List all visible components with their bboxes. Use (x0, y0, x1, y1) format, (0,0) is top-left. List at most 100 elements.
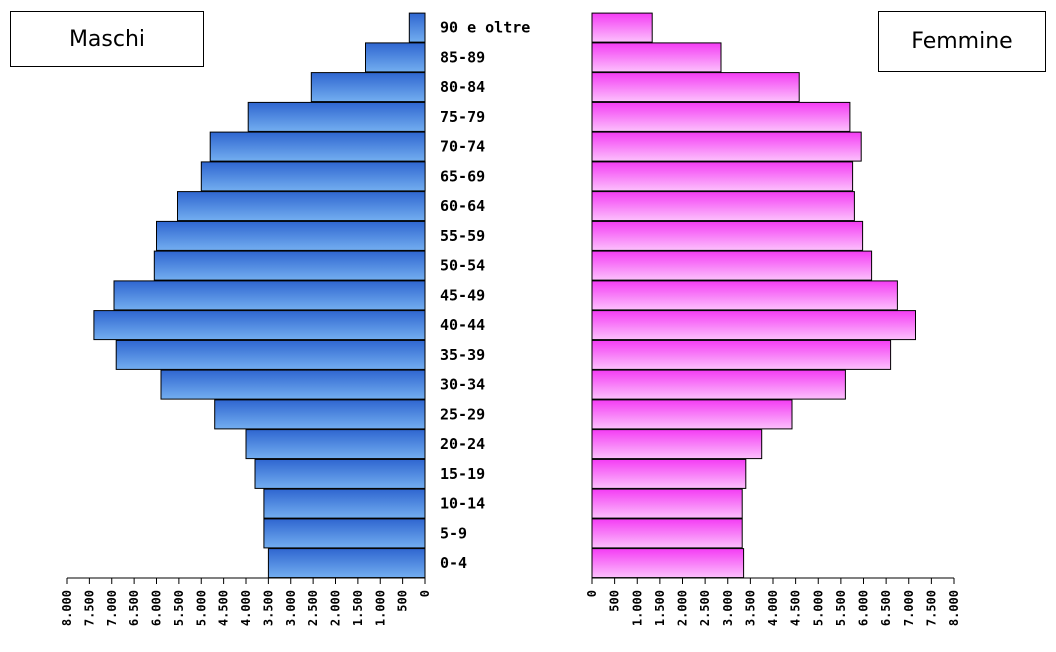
age-label-75-79: 75-79 (440, 108, 485, 126)
bar-females-75-79 (591, 101, 851, 132)
bar-females-65-69 (591, 161, 854, 192)
bar-males-60-64 (177, 191, 426, 222)
females-tick-label: 2.500 (698, 590, 712, 626)
bar-males-0-4 (267, 548, 426, 579)
age-label-65-69: 65-69 (440, 167, 485, 185)
bar-females-45-49 (591, 280, 898, 311)
legend-females-label: Femmine (911, 29, 1013, 54)
males-tick-label: 4.500 (217, 590, 231, 626)
females-bars (591, 12, 916, 579)
age-label-85-89: 85-89 (440, 48, 485, 66)
bar-females-40-44 (591, 310, 916, 341)
age-label-5-9: 5-9 (440, 524, 467, 542)
age-label-70-74: 70-74 (440, 138, 485, 156)
bar-females-70-74 (591, 131, 862, 162)
age-label-0-4: 0-4 (440, 554, 467, 572)
bar-females-90-e-oltre (591, 12, 653, 43)
bar-males-90-e-oltre (408, 12, 426, 43)
bar-females-15-19 (591, 458, 747, 489)
bar-females-80-84 (591, 72, 800, 103)
bar-females-60-64 (591, 191, 855, 222)
males-tick-label: 3.500 (261, 590, 275, 626)
males-tick-label: 1.500 (351, 590, 365, 626)
legend-males-label: Maschi (68, 26, 146, 52)
males-tick-label: 6.500 (127, 590, 141, 626)
males-tick-label: 3.000 (284, 590, 298, 626)
bar-females-35-39 (591, 339, 892, 370)
age-label-40-44: 40-44 (440, 316, 485, 334)
females-tick-label: 6.000 (857, 590, 871, 626)
legend-females: Femmine (878, 11, 1046, 72)
bar-males-80-84 (310, 72, 426, 103)
bar-males-25-29 (214, 399, 426, 430)
females-tick-label: 6.500 (879, 590, 893, 626)
males-tick-label: 5.000 (194, 590, 208, 626)
females-tick-label: 7.500 (924, 590, 938, 626)
bar-males-20-24 (245, 429, 426, 460)
females-axis: 0 500 1.000 1.500 2.000 2.500 3.000 3.500 4.000 4… (585, 577, 961, 626)
males-tick-label: 7.000 (105, 590, 119, 626)
age-label-55-59: 55-59 (440, 227, 485, 245)
males-tick-label: 6.000 (150, 590, 164, 626)
males-tick-label: 0 (418, 590, 432, 597)
females-tick-label: 1.500 (653, 590, 667, 626)
bar-females-0-4 (591, 548, 745, 579)
males-tick-label: 1.000 (373, 590, 387, 626)
females-tick-label: 7.000 (902, 590, 916, 626)
bar-males-40-44 (93, 310, 426, 341)
bar-females-25-29 (591, 399, 793, 430)
bar-males-35-39 (115, 339, 426, 370)
females-tick-label: 5.500 (834, 590, 848, 626)
males-tick-label: 500 (396, 590, 410, 612)
females-tick-label: 5.000 (811, 590, 825, 626)
bar-females-20-24 (591, 429, 763, 460)
age-label-20-24: 20-24 (440, 435, 485, 453)
males-bars (93, 12, 426, 579)
bar-males-30-34 (160, 369, 426, 400)
males-tick-label: 8.000 (60, 590, 74, 626)
bar-females-30-34 (591, 369, 846, 400)
males-tick-label: 4.000 (239, 590, 253, 626)
age-label-10-14: 10-14 (440, 495, 485, 513)
bar-males-15-19 (254, 458, 426, 489)
bar-males-45-49 (113, 280, 426, 311)
females-tick-label: 0 (585, 590, 599, 597)
age-label-35-39: 35-39 (440, 346, 485, 364)
females-tick-label: 4.000 (766, 590, 780, 626)
females-tick-label: 2.000 (676, 590, 690, 626)
males-tick-label: 5.500 (172, 590, 186, 626)
males-tick-label: 2.500 (306, 590, 320, 626)
bar-males-75-79 (247, 101, 426, 132)
bar-females-55-59 (591, 220, 864, 251)
bar-females-10-14 (591, 488, 743, 519)
legend-males: Maschi (10, 11, 204, 67)
females-tick-label: 1.000 (630, 590, 644, 626)
age-label-50-54: 50-54 (440, 257, 485, 275)
age-label-80-84: 80-84 (440, 78, 485, 96)
age-label-45-49: 45-49 (440, 286, 485, 304)
age-label-90-e-oltre: 90 e oltre (440, 19, 530, 37)
age-label-60-64: 60-64 (440, 197, 485, 215)
males-tick-label: 2.000 (329, 590, 343, 626)
bar-males-85-89 (365, 42, 426, 73)
bar-males-50-54 (153, 250, 426, 281)
bar-males-10-14 (263, 488, 426, 519)
age-label-25-29: 25-29 (440, 405, 485, 423)
females-tick-label: 3.000 (721, 590, 735, 626)
age-label-15-19: 15-19 (440, 465, 485, 483)
females-tick-label: 8.000 (947, 590, 961, 626)
bar-males-55-59 (156, 220, 426, 251)
age-labels: 0-4 5-9 10-14 15-19 20-24 25-29 30-34 35-39 40-4… (440, 19, 530, 572)
bar-females-50-54 (591, 250, 873, 281)
females-tick-label: 3.500 (743, 590, 757, 626)
age-label-30-34: 30-34 (440, 376, 485, 394)
females-tick-label: 4.500 (789, 590, 803, 626)
bar-females-5-9 (591, 518, 743, 549)
bar-males-70-74 (209, 131, 426, 162)
males-tick-label: 7.500 (82, 590, 96, 626)
bar-males-65-69 (200, 161, 426, 192)
bar-males-5-9 (263, 518, 426, 549)
males-axis: 8.000 7.500 7.000 6.500 6.000 5.500 5.000 4.500… (60, 577, 432, 626)
females-tick-label: 500 (608, 590, 622, 612)
